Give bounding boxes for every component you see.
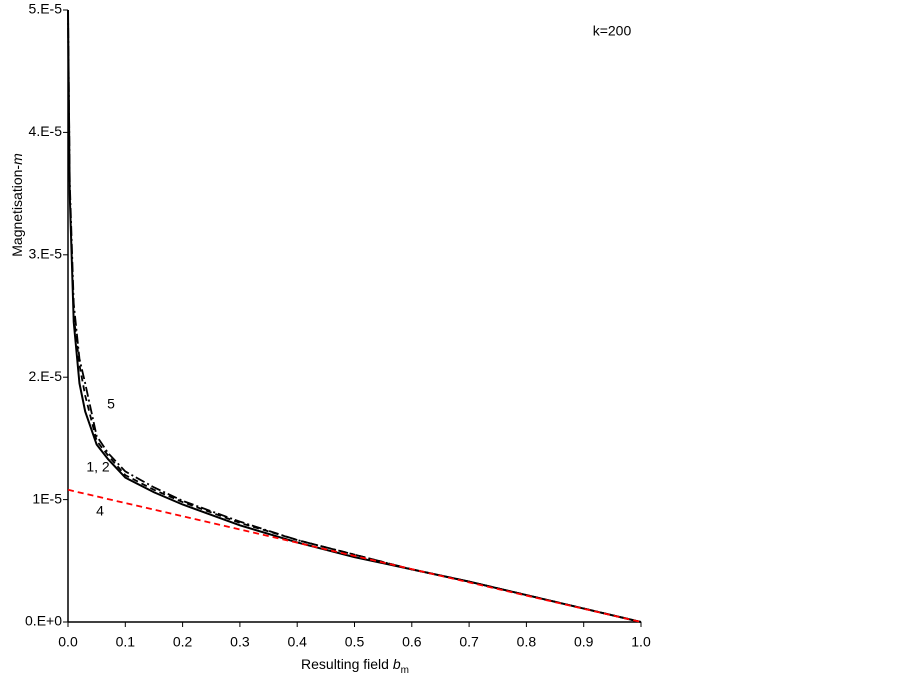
x-tick-label: 0.0 <box>58 634 78 650</box>
series-line <box>67 9 642 623</box>
annotation: 5 <box>107 396 115 412</box>
x-tick-label: 0.5 <box>345 634 365 650</box>
x-axis-label: Resulting field bm <box>301 656 409 676</box>
x-tick-label: 1.0 <box>631 634 651 650</box>
y-tick-label: 1E-5 <box>32 490 62 506</box>
x-tick-label: 0.8 <box>517 634 537 650</box>
y-tick-label: 4.E-5 <box>29 123 63 139</box>
x-tick-label: 0.2 <box>173 634 193 650</box>
y-tick-label: 5.E-5 <box>29 1 63 17</box>
y-axis-label: Magnetisation-m <box>9 153 25 257</box>
annotation: 1, 2 <box>86 459 110 475</box>
x-tick-label: 0.4 <box>287 634 307 650</box>
series-line <box>72 315 642 623</box>
annotation: 4 <box>96 503 104 519</box>
x-tick-label: 0.9 <box>574 634 594 650</box>
series-line <box>67 488 642 623</box>
y-tick-label: 3.E-5 <box>29 246 63 262</box>
annotation: k=200 <box>593 23 632 39</box>
series-line <box>67 9 642 623</box>
x-tick-label: 0.3 <box>230 634 250 650</box>
x-tick-label: 0.6 <box>402 634 422 650</box>
y-tick-label: 2.E-5 <box>29 368 63 384</box>
x-tick-label: 0.7 <box>459 634 479 650</box>
y-tick-label: 0.E+0 <box>25 613 62 629</box>
x-tick-label: 0.1 <box>116 634 136 650</box>
